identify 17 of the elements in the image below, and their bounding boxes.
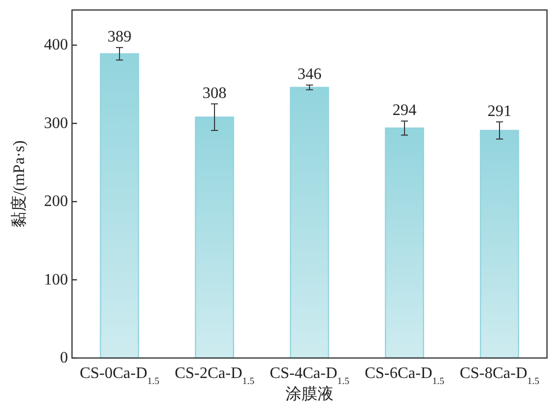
x-tick-label: CS-6Ca-D$_{1.5}$	[364, 365, 444, 386]
y-tick-label: 100	[44, 271, 68, 288]
x-tick-label: CS-2Ca-D$_{1.5}$	[174, 365, 254, 386]
y-tick-label: 400	[44, 36, 68, 54]
y-tick-label: 0	[60, 350, 68, 366]
data-label: 294	[392, 102, 416, 120]
y-tick-label: 300	[44, 114, 68, 132]
y-axis-title: 黏度/(mPa·s)	[10, 140, 28, 228]
y-tick-label: 200	[44, 193, 68, 210]
x-tick-label: CS-4Ca-D$_{1.5}$	[270, 365, 350, 386]
data-label: 291	[488, 102, 512, 120]
x-axis-title: 涂膜液	[286, 385, 334, 403]
data-label: 346	[298, 66, 322, 84]
x-tick-label: CS-8Ca-D$_{1.5}$	[460, 365, 540, 386]
data-label: 389	[108, 28, 132, 46]
x-tick-label: CS-0Ca-D$_{1.5}$	[80, 365, 160, 386]
data-label: 308	[202, 84, 226, 102]
